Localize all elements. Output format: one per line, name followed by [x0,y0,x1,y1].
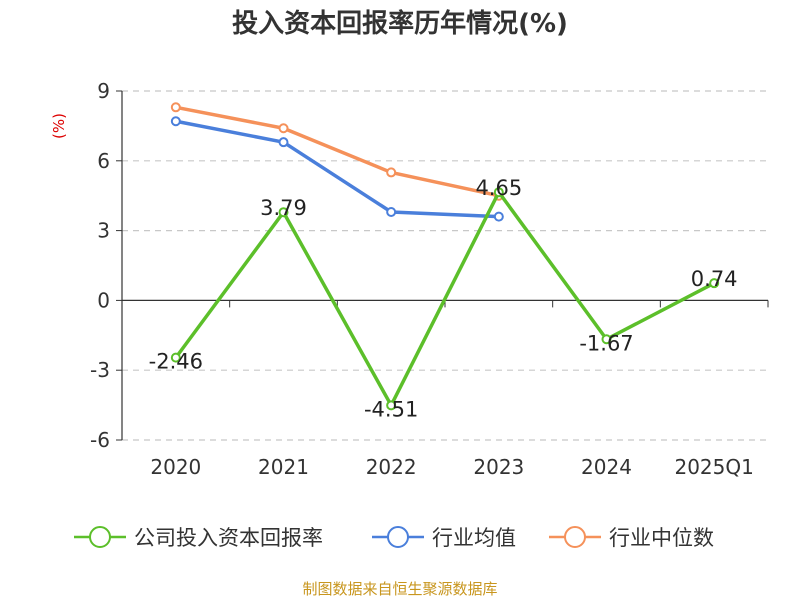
data-label: -1.67 [579,331,633,355]
y-tick-label: 9 [97,79,110,103]
data-point [386,206,397,217]
data-point [709,278,720,289]
data-point [386,167,397,178]
legend-swatch-marker [89,526,111,548]
legend-label: 行业中位数 [609,526,714,550]
axes: 9 6 3 0 -3 -6 2020 2021 2022 2023 2024 2025Q1 [90,79,769,479]
data-point [170,116,181,127]
x-tick-label: 2023 [473,455,524,479]
data-label: 0.74 [691,267,738,291]
data-label: 3.79 [260,196,307,220]
data-point [493,211,504,222]
chart-title: 投入资本回报率历年情况(%) [232,8,568,39]
x-tick-label: 2022 [366,455,417,479]
series-group [170,102,720,411]
data-label: 4.65 [475,176,522,200]
series-line [175,105,500,198]
y-tick-label: -6 [90,428,110,452]
legend: 公司投入资本回报率 行业均值 行业中位数 [74,526,714,550]
data-point [278,137,289,148]
x-tick-label: 2021 [258,455,309,479]
y-axis-label: (%) [50,113,68,139]
source-note: 制图数据来自恒生聚源数据库 [302,580,497,598]
y-tick-label: 6 [97,149,110,173]
legend-swatch-marker [387,526,409,548]
legend-label: 公司投入资本回报率 [134,526,323,550]
grid [122,90,768,441]
data-point [601,334,612,345]
legend-swatch-marker [564,526,586,548]
y-tick-label: -3 [90,358,110,382]
data-labels: -2.46 3.79 -4.51 4.65 -1.67 0.74 [149,176,738,421]
data-point [278,123,289,134]
data-point [493,187,504,198]
series-line [174,190,715,408]
legend-label: 行业均值 [432,526,516,550]
series-line [175,119,499,219]
data-label: -4.51 [364,397,418,421]
x-tick-label: 2025Q1 [674,455,753,479]
x-tick-label: 2024 [581,455,632,479]
x-tick-label: 2020 [150,455,201,479]
data-point [278,207,289,218]
data-label: -2.46 [149,350,203,374]
data-point [170,352,181,363]
y-tick-label: 0 [97,288,110,312]
data-point [386,400,397,411]
y-tick-label: 3 [97,219,110,243]
data-point [170,102,181,113]
